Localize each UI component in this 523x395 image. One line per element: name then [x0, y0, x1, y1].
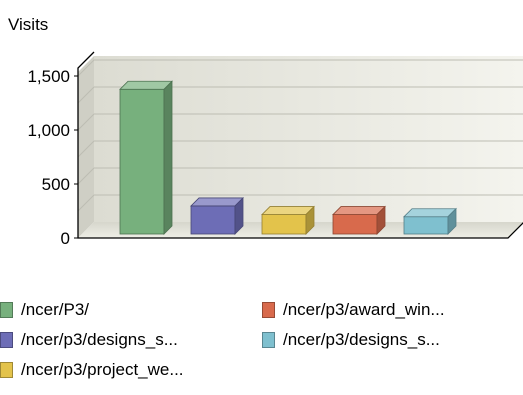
y-tick-label: 500: [42, 175, 70, 194]
grid-line: [77, 194, 95, 212]
legend-label: /ncer/p3/award_win...: [283, 300, 445, 319]
legend-item: /ncer/p3/designs_s...: [0, 330, 178, 350]
bar-front: [332, 214, 378, 235]
bar-top: [403, 208, 457, 218]
bar-side: [234, 196, 244, 235]
grid-line: [77, 86, 95, 104]
legend-swatch: [0, 302, 13, 318]
legend-item: /ncer/p3/designs_s...: [262, 330, 440, 350]
legend-item: /ncer/p3/project_we...: [0, 360, 184, 380]
legend-swatch: [262, 332, 275, 348]
grid-line: [77, 140, 95, 158]
bar-side: [376, 205, 386, 235]
bar-front: [403, 216, 449, 235]
grid-line: [77, 167, 95, 185]
bar-top: [261, 206, 315, 215]
plot-back-wall: [94, 56, 523, 222]
grid-line: [77, 59, 95, 77]
y-tick-label: 0: [61, 229, 70, 248]
y-tick-label: 1,500: [27, 67, 70, 86]
legend-label: /ncer/p3/designs_s...: [21, 330, 178, 349]
bar-front: [261, 214, 307, 235]
plot-side-wall: [78, 56, 94, 238]
y-tick-label: 1,000: [27, 121, 70, 140]
legend-item: /ncer/p3/award_win...: [262, 300, 445, 320]
bar: [119, 80, 173, 235]
bar: [403, 207, 457, 235]
legend-label: /ncer/p3/designs_s...: [283, 330, 440, 349]
legend-swatch: [262, 302, 275, 318]
grid-line: [77, 113, 95, 131]
bar-top: [332, 206, 386, 215]
bar-side: [447, 207, 457, 235]
bar-front: [119, 88, 165, 235]
legend-item: /ncer/P3/: [0, 300, 89, 320]
bar-front: [190, 205, 236, 235]
bar-top: [190, 197, 244, 207]
bar: [190, 196, 244, 235]
y-axis-title: Visits: [8, 15, 48, 34]
legend-label: /ncer/P3/: [21, 300, 90, 319]
bar-side: [163, 80, 173, 235]
legend-swatch: [0, 362, 13, 378]
bar: [261, 205, 315, 235]
legend-label: /ncer/p3/project_we...: [21, 360, 184, 379]
bar-top: [119, 80, 173, 90]
legend-swatch: [0, 332, 13, 348]
bar-side: [305, 205, 315, 235]
bar: [332, 205, 386, 235]
